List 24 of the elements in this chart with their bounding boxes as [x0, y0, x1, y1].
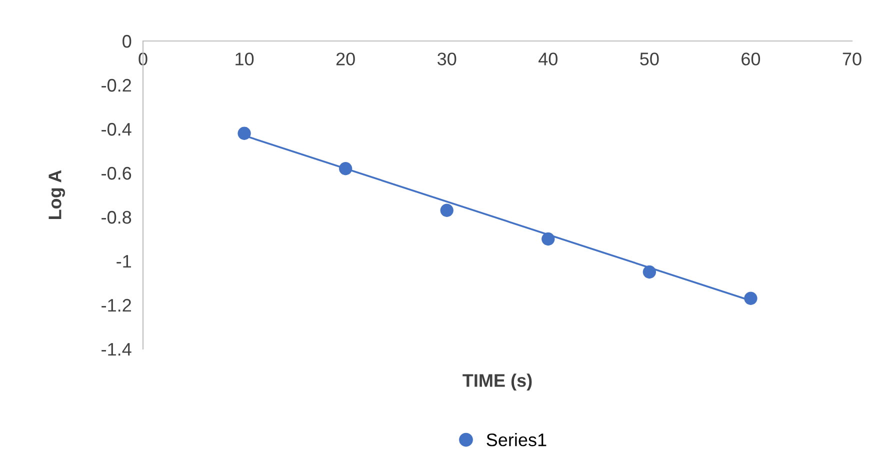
y-tick-label: -0.2 — [102, 78, 131, 92]
y-axis-title: Log A — [48, 170, 66, 220]
point — [542, 232, 555, 246]
x-tick-label: 70 — [842, 52, 862, 66]
x-tick-label: 20 — [336, 52, 355, 66]
y-tick-label: -1.4 — [102, 343, 132, 356]
y-tick-label: -0.6 — [102, 166, 132, 180]
x-tick-label: 60 — [742, 52, 760, 66]
x-tick-label: 50 — [640, 52, 659, 66]
y-tick-label: -0.4 — [102, 122, 132, 136]
x-tick-label: 40 — [538, 52, 558, 66]
y-tick-label: -0.8 — [102, 210, 132, 224]
y-tick-label: -1.2 — [102, 298, 131, 312]
point — [642, 265, 656, 279]
point — [744, 292, 758, 305]
point — [338, 162, 352, 176]
legend-label: Series1 — [486, 433, 546, 446]
point — [440, 204, 454, 217]
x-axis-title: TIME (s) — [462, 374, 532, 390]
point — [238, 126, 251, 140]
x-tick-label: 10 — [236, 52, 254, 66]
y-tick-label: 0 — [122, 34, 132, 48]
x-tick-label: 30 — [438, 52, 456, 66]
y-tick-label: -1 — [116, 255, 132, 268]
